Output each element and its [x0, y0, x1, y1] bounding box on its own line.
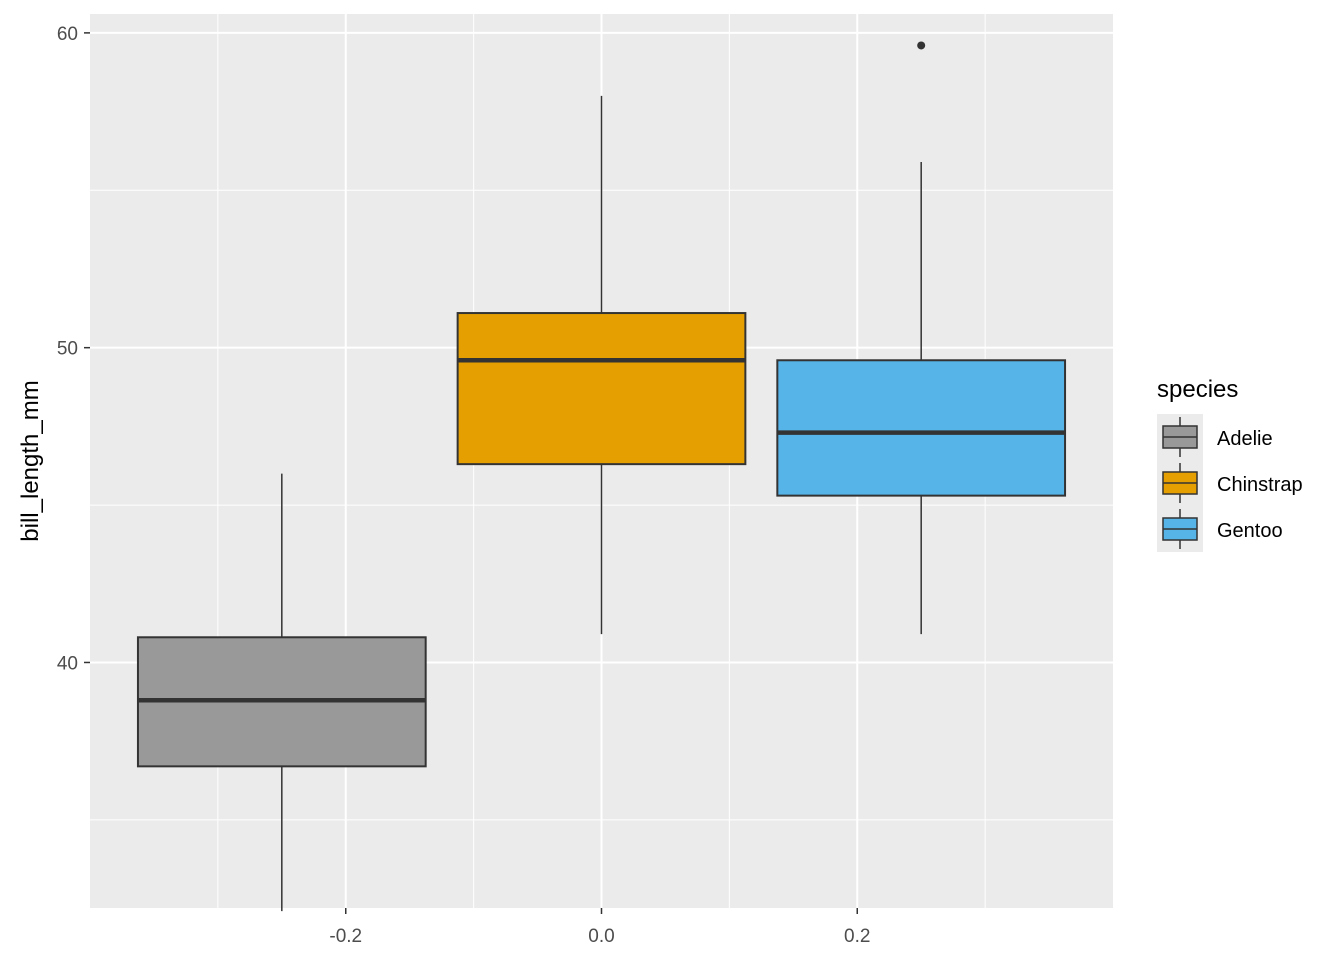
legend-entry-gentoo: Gentoo: [1162, 509, 1283, 549]
box-adelie: [136, 473, 427, 912]
x-tick-label: 0.2: [844, 926, 870, 947]
legend-entry-chinstrap: Chinstrap: [1162, 463, 1303, 503]
legend-label: Chinstrap: [1217, 474, 1303, 496]
iqr-box: [776, 359, 1067, 497]
box-chinstrap: [456, 95, 747, 635]
legend-title: species: [1157, 376, 1238, 403]
iqr-box: [456, 312, 747, 466]
legend-label: Gentoo: [1217, 520, 1283, 542]
x-tick-label: 0.0: [588, 926, 614, 947]
legend-entry-adelie: Adelie: [1162, 417, 1273, 457]
legend-label: Adelie: [1217, 428, 1273, 450]
outlier-point: [917, 41, 926, 50]
y-tick-label: 50: [57, 339, 78, 360]
box-gentoo: [776, 41, 1067, 635]
y-axis-title: bill_length_mm: [17, 380, 44, 541]
box-series: [136, 41, 1067, 912]
legend: species Adelie Chinstrap Gentoo: [1157, 376, 1303, 552]
y-tick-label: 60: [57, 24, 78, 45]
x-tick-label: -0.2: [329, 926, 362, 947]
y-axis: 40 50 60: [57, 24, 90, 674]
x-axis: -0.2 0.0 0.2: [329, 908, 870, 947]
y-tick-label: 40: [57, 653, 78, 674]
